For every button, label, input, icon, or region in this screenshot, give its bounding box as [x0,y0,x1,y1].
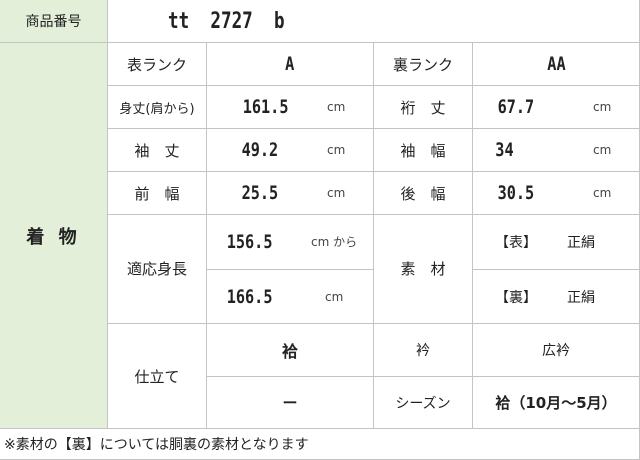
measure-value: 30.5 [497,182,535,204]
back-rank-value: AA [473,43,640,86]
measure-cell: 34 cm [473,129,640,172]
measure-unit: cm [327,143,346,157]
fit-height-label: 適応身長 [108,214,207,324]
measure-label: 袖 丈 [134,141,180,160]
fit-height-min: 156.5 cm から [207,214,374,270]
material-front-tag: 【表】 [495,234,537,251]
measure-cell: 前 幅 [108,172,207,215]
measure-unit: cm [593,100,612,114]
measure-cell: 25.5 cm [207,172,374,215]
measure-label: 前 幅 [134,184,180,203]
collar-value: 広衿 [473,324,640,377]
tailoring-value: 袷 [207,324,374,377]
material-front: 【表】 正絹 [473,214,640,270]
back-rank-text: AA [546,53,566,75]
front-rank-label: 表ランク [108,43,207,86]
measure-value: 67.7 [497,96,535,118]
collar-label: 衿 [374,324,473,377]
measure-value: 34 [495,139,514,161]
material-back: 【裏】 正絹 [473,270,640,324]
measure-cell: 49.2 cm [207,129,374,172]
footnote: ※素材の【裏】については胴裏の素材となります [0,429,640,460]
back-rank-label: 裏ランク [374,43,473,86]
measure-value: 161.5 [242,96,289,118]
material-front-value: 正絹 [567,234,595,251]
front-rank-text: A [285,53,295,75]
measure-cell: 袖 幅 [374,129,473,172]
measure-value: 49.2 [241,139,279,161]
measure-cell: 後 幅 [374,172,473,215]
product-number-value: tt 2727 b [108,0,640,43]
material-label: 素 材 [374,214,473,324]
season-label: シーズン [374,377,473,429]
measure-cell: 30.5 cm [473,172,640,215]
measure-unit: cm [327,186,346,200]
fit-height-max: 166.5 cm [207,270,374,324]
measure-value: 25.5 [241,182,279,204]
measure-unit: cm [593,143,612,157]
section-kimono-label: 着 物 [0,43,108,429]
measure-label: 後 幅 [400,184,446,203]
fit-max-value: 166.5 [226,285,273,308]
front-rank-value: A [207,43,374,86]
measure-cell: 67.7 cm [473,86,640,129]
measure-label: 裄 丈 [400,98,446,117]
fit-max-unit: cm [325,289,344,304]
tailoring-label: 仕立て [108,324,207,429]
measure-cell: 裄 丈 [374,86,473,129]
product-number-text: tt 2727 b [168,8,285,34]
fit-min-unit: cm から [311,235,358,249]
measure-label: 身丈(肩から) [119,101,195,117]
measure-cell: 161.5 cm [207,86,374,129]
material-back-tag: 【裏】 [495,289,537,306]
material-back-value: 正絹 [567,289,595,306]
measure-label: 袖 幅 [400,141,446,160]
measure-cell: 袖 丈 [108,129,207,172]
measure-unit: cm [327,100,346,114]
fit-min-value: 156.5 [226,230,273,253]
product-number-label: 商品番号 [0,0,108,43]
tailoring-extra: ー [207,377,374,429]
measure-unit: cm [593,186,612,200]
season-value: 袷（10月～5月） [473,377,640,429]
measure-cell: 身丈(肩から) [108,86,207,129]
